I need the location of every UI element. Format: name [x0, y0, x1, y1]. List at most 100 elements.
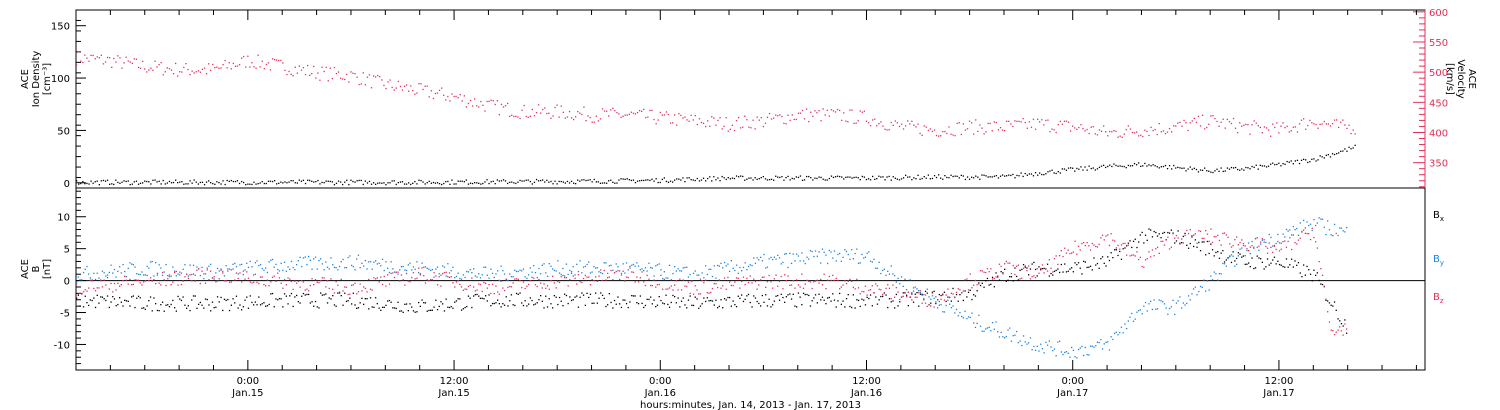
b-Bx-point [110, 301, 112, 303]
density-point [269, 180, 272, 182]
b-By-point [491, 272, 494, 274]
b-Bz-point [404, 284, 406, 286]
density-point [210, 182, 212, 184]
density-point [764, 178, 767, 180]
density-point [1282, 163, 1284, 165]
b-By-point [637, 265, 640, 267]
density-point [356, 180, 358, 182]
b-Bx-point [103, 298, 105, 300]
b-By-point [177, 273, 179, 275]
b-Bz-point [283, 279, 286, 281]
b-Bz-point [569, 279, 571, 281]
b-Bz-point [488, 284, 490, 286]
b-By-point [1016, 330, 1018, 333]
density-point [288, 181, 290, 183]
density-point [537, 180, 540, 182]
b-Bx-point [134, 306, 136, 309]
density-point [558, 180, 560, 183]
top-left-tick-label: 0 [64, 179, 70, 190]
b-By-point [1017, 342, 1019, 344]
b-Bx-point [1083, 260, 1085, 262]
density-point [921, 177, 923, 180]
b-Bz-point [887, 284, 889, 286]
b-Bx-point [792, 293, 794, 295]
velocity-point [100, 54, 102, 56]
b-Bz-point [524, 287, 526, 290]
b-By-point [84, 268, 86, 270]
density-point [265, 182, 267, 185]
b-By-point [866, 252, 868, 254]
b-Bz-point [574, 277, 576, 279]
b-Bx-point [1110, 252, 1112, 254]
b-Bz-point [473, 286, 475, 288]
velocity-point [812, 115, 814, 117]
b-Bz-point [607, 277, 609, 279]
density-point [496, 179, 498, 181]
density-point [1168, 165, 1171, 167]
b-Bz-point [529, 280, 531, 282]
density-point [1325, 154, 1327, 156]
b-By-point [983, 330, 985, 332]
b-Bz-point [689, 292, 691, 294]
b-Bx-point [423, 302, 425, 304]
b-Bx-point [256, 304, 258, 306]
b-By-point [775, 258, 777, 260]
velocity-point [966, 128, 969, 130]
b-Bx-point [455, 300, 458, 302]
b-Bz-point [1323, 286, 1325, 288]
velocity-point [486, 100, 488, 103]
b-By-point [529, 267, 531, 269]
b-Bx-point [1337, 318, 1339, 320]
velocity-point [766, 116, 769, 118]
velocity-point [952, 134, 954, 136]
density-point [989, 176, 991, 178]
b-By-point [1340, 227, 1343, 229]
b-Bx-point [347, 300, 349, 302]
b-Bz-point [947, 288, 949, 290]
b-Bx-point [96, 294, 98, 296]
b-By-point [86, 265, 88, 268]
density-point [694, 179, 696, 182]
b-Bx-point [153, 297, 155, 299]
b-By-point [409, 262, 411, 264]
b-Bx-point [361, 297, 363, 299]
b-Bx-point [711, 300, 714, 302]
density-point [1094, 169, 1096, 171]
b-By-point [290, 260, 293, 263]
density-point [276, 183, 278, 185]
b-Bz-point [747, 281, 750, 284]
density-point [760, 177, 762, 179]
b-By-point [897, 277, 899, 280]
b-Bx-point [710, 299, 712, 302]
b-Bx-point [804, 293, 806, 296]
density-point [486, 179, 488, 181]
b-By-point [1203, 279, 1205, 281]
b-Bx-point [364, 298, 366, 300]
b-Bz-point [808, 280, 810, 282]
b-Bx-point [686, 307, 688, 309]
b-Bx-point [705, 300, 707, 303]
b-Bz-point [904, 292, 906, 294]
b-Bz-point [907, 291, 909, 293]
b-By-point [1004, 337, 1006, 339]
b-By-point [1223, 263, 1226, 265]
density-point [702, 177, 705, 179]
density-point [86, 182, 88, 185]
b-Bz-point [119, 285, 121, 287]
velocity-point [78, 51, 80, 53]
b-Bx-point [859, 305, 861, 308]
velocity-point [387, 81, 389, 83]
b-Bx-point [299, 302, 301, 304]
b-Bx-point [340, 295, 342, 297]
density-point [527, 179, 529, 181]
b-By-point [1170, 306, 1172, 308]
b-Bz-point [692, 293, 695, 295]
b-Bz-point [1203, 237, 1205, 239]
b-Bx-point [608, 293, 610, 295]
b-By-point [1234, 265, 1236, 267]
density-point [1333, 153, 1336, 156]
b-Bx-point [1284, 266, 1286, 268]
velocity-point [1090, 126, 1092, 128]
velocity-point [894, 120, 896, 122]
density-point [847, 176, 849, 178]
